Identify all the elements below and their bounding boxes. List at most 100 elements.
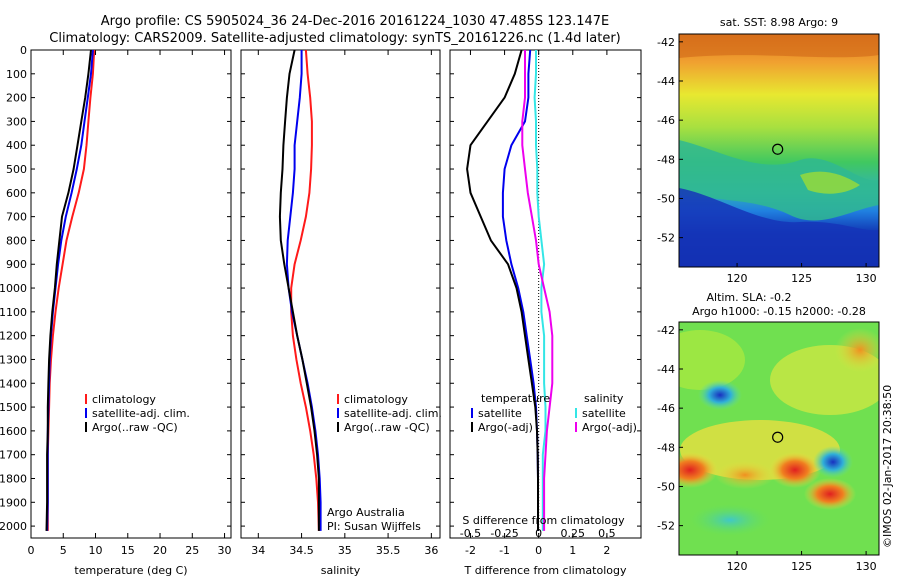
- sla_map-ytick-label: -42: [657, 324, 675, 337]
- sst_map-ytick-label: -44: [657, 75, 675, 88]
- sst_map-ytick-label: -48: [657, 153, 675, 166]
- sst_map-ytick-label: -46: [657, 114, 675, 127]
- depth-tick-label: 1100: [0, 306, 27, 319]
- diff-legend-temperature-entry: Argo(-adj): [478, 421, 533, 434]
- sst-map-axes: 120 125 130 -42 -44 -46 -48 -50 -52: [657, 36, 877, 285]
- header-line-1: Argo profile: CS 5905024_36 24-Dec-2016 …: [101, 14, 609, 29]
- salinity-panel: 34 34.5 35 35.5 36 salinity climatologysatelli…: [240, 49, 442, 577]
- difference-xlabel: T difference from climatology: [464, 564, 627, 577]
- salinity-xtick-label: 34: [251, 544, 265, 557]
- depth-tick-label: 1500: [0, 401, 27, 414]
- difference-series-line: [466, 49, 539, 531]
- temperature-xtick-label: 20: [153, 544, 167, 557]
- temperature-panel: 0 5 10 15 20 25 300100200300400500600700800900…: [0, 44, 232, 577]
- imos-watermark: ©IMOS 02-Jan-2017 20:38:50: [881, 385, 894, 548]
- depth-tick-label: 500: [6, 163, 27, 176]
- temperature-xtick-label: 5: [60, 544, 67, 557]
- difference-xtick-label: -1: [499, 544, 510, 557]
- sla-map-field: [679, 322, 879, 555]
- sla-map-panel: Altim. SLA: -0.2 Argo h1000: -0.15 h2000…: [657, 291, 880, 573]
- depth-tick-label: 1700: [0, 449, 27, 462]
- sst-map-field: [679, 34, 879, 267]
- temperature-legend-entry: Argo(..raw -QC): [92, 421, 178, 434]
- difference-xtick-label: 0: [535, 544, 542, 557]
- diff-legend-salinity-entry: Argo(-adj): [582, 421, 637, 434]
- salinity-diff-tick-label: -0.25: [490, 527, 518, 540]
- salinity-frame: [240, 49, 441, 539]
- depth-tick-label: 100: [6, 68, 27, 81]
- salinity-series-line: [278, 49, 320, 531]
- difference-xtick-label: -2: [465, 544, 476, 557]
- diff-legend-salinity-entry: satellite: [582, 407, 626, 420]
- depth-tick-label: 300: [6, 115, 27, 128]
- temperature-xtick-label: 15: [121, 544, 135, 557]
- depth-tick-label: 1400: [0, 377, 27, 390]
- difference-panel: -2 -1 0 1 2 T difference from climatology S di…: [449, 49, 642, 577]
- diff-legend-temperature-entry: satellite: [478, 407, 522, 420]
- depth-tick-label: 1200: [0, 330, 27, 343]
- sst-argo-location-marker: [772, 143, 784, 155]
- sla_map-xtick-label: 125: [791, 560, 812, 573]
- depth-tick-label: 1000: [0, 282, 27, 295]
- diff-legend-temperature-title: temperature: [481, 392, 550, 405]
- temperature-xtick-label: 0: [28, 544, 35, 557]
- depth-tick-label: 600: [6, 187, 27, 200]
- sst_map-ytick-label: -42: [657, 36, 675, 49]
- header-line-2: Climatology: CARS2009. Satellite-adjuste…: [49, 31, 621, 46]
- salinity-diff-axis-label: S difference from climatology: [462, 514, 625, 527]
- sst-map-title: sat. SST: 8.98 Argo: 9: [720, 16, 838, 29]
- sla_map-xtick-label: 130: [856, 560, 877, 573]
- temperature-legend-entry: climatology: [92, 393, 156, 406]
- sst_map-ytick-label: -52: [657, 232, 675, 245]
- salinity-legend-entry: Argo(..raw -QC): [344, 421, 430, 434]
- difference-xtick-label: 1: [569, 544, 576, 557]
- salinity-xtick-label: 35.5: [376, 544, 401, 557]
- difference-series-line: [521, 50, 554, 531]
- sla-map-title-1: Altim. SLA: -0.2: [706, 291, 791, 304]
- depth-tick-label: 0: [20, 44, 27, 57]
- difference-series-line: [501, 49, 539, 531]
- depth-tick-label: 800: [6, 234, 27, 247]
- salinity-legend-entry: satellite-adj. clim.: [344, 407, 442, 420]
- depth-tick-label: 900: [6, 258, 27, 271]
- temperature-xtick-label: 30: [218, 544, 232, 557]
- annotation-argo-australia: Argo Australia: [327, 506, 405, 519]
- sst-map-panel: sat. SST: 8.98 Argo: 9 120 125 130 -42 -44 -4…: [657, 16, 880, 285]
- difference-xtick-label: 2: [603, 544, 610, 557]
- depth-tick-label: 1300: [0, 353, 27, 366]
- salinity-diff-tick-label: -0.5: [460, 527, 481, 540]
- sst_map-xtick-label: 120: [727, 272, 748, 285]
- sla_map-ytick-label: -52: [657, 520, 675, 533]
- sst_map-xtick-label: 130: [856, 272, 877, 285]
- sla-map-axes: 120 125 130 -42 -44 -46 -48 -50 -52: [657, 324, 877, 573]
- diff-legend-salinity-title: salinity: [584, 392, 624, 405]
- salinity-diff-tick-label: 0.25: [561, 527, 586, 540]
- salinity-xtick-label: 36: [424, 544, 438, 557]
- temperature-xtick-label: 25: [185, 544, 199, 557]
- depth-tick-label: 1800: [0, 472, 27, 485]
- depth-tick-label: 2000: [0, 520, 27, 533]
- temperature-xtick-label: 10: [89, 544, 103, 557]
- sla_map-ytick-label: -48: [657, 441, 675, 454]
- sst_map-ytick-label: -50: [657, 192, 675, 205]
- sla_map-ytick-label: -46: [657, 402, 675, 415]
- salinity-legend-entry: climatology: [344, 393, 408, 406]
- depth-tick-label: 400: [6, 139, 27, 152]
- sla_map-xtick-label: 120: [727, 560, 748, 573]
- depth-tick-label: 200: [6, 92, 27, 105]
- depth-tick-label: 1900: [0, 496, 27, 509]
- salinity-xlabel: salinity: [321, 564, 361, 577]
- depth-tick-label: 700: [6, 211, 27, 224]
- sst_map-xtick-label: 125: [791, 272, 812, 285]
- temperature-xlabel: temperature (deg C): [74, 564, 187, 577]
- annotation-pi: PI: Susan Wijffels: [327, 520, 421, 533]
- sla-argo-location-marker: [772, 431, 784, 443]
- temperature-series-line: [45, 49, 92, 531]
- sla_map-ytick-label: -50: [657, 480, 675, 493]
- salinity-diff-tick-label: 0.5: [598, 527, 616, 540]
- sla_map-ytick-label: -44: [657, 363, 675, 376]
- difference-frame: [449, 49, 642, 539]
- temperature-legend-entry: satellite-adj. clim.: [92, 407, 190, 420]
- salinity-series-line: [290, 49, 320, 531]
